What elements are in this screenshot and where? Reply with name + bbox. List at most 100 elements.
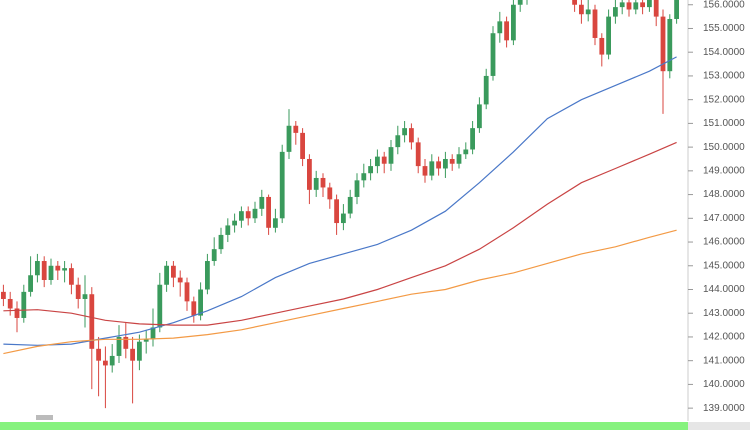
y-tick-label: 154.0000	[703, 47, 745, 58]
candle-body	[1, 291, 6, 299]
candle-body	[443, 158, 448, 169]
navigator-rest	[688, 422, 750, 430]
candle-body	[279, 151, 285, 219]
y-tick-label: 139.0000	[703, 403, 745, 414]
candle-body	[613, 7, 618, 17]
candle-body	[511, 4, 516, 41]
navigator-bar[interactable]	[0, 422, 688, 430]
candle-body	[75, 284, 81, 299]
candle-body	[470, 128, 475, 150]
candle-body	[252, 208, 258, 219]
candle-body	[232, 220, 237, 226]
y-tick-label: 147.0000	[703, 213, 745, 224]
candle-body	[62, 268, 67, 271]
candle-body	[633, 2, 639, 10]
candle-body	[490, 33, 496, 76]
candle-body	[449, 158, 455, 164]
candle-body	[82, 294, 88, 299]
candle-body	[191, 301, 197, 316]
moving-average-line	[3, 229, 677, 355]
candle-body	[653, 0, 659, 17]
candle-body	[313, 177, 319, 190]
y-tick-label: 151.0000	[703, 118, 745, 129]
candle-body	[660, 16, 666, 72]
candle-body	[164, 265, 169, 285]
candle-body	[225, 225, 231, 235]
candle-body	[137, 341, 142, 361]
candle-body	[96, 348, 101, 361]
candle-body	[41, 261, 47, 280]
candle-body	[647, 0, 652, 8]
y-tick-label: 145.0000	[703, 260, 745, 271]
candle-body	[266, 196, 271, 228]
candle-body	[504, 21, 509, 41]
candle-body	[157, 284, 163, 328]
candle-body	[293, 125, 299, 133]
candle-body	[368, 166, 373, 174]
candle-body	[130, 348, 135, 361]
candle-body	[409, 128, 414, 143]
y-tick-label: 152.0000	[703, 94, 745, 105]
candle-body	[361, 173, 367, 181]
candle-body	[415, 142, 421, 167]
candle-body	[674, 0, 679, 19]
candle-body	[334, 199, 339, 224]
candle-body	[572, 0, 577, 5]
candle-body	[286, 125, 292, 152]
y-tick-label: 141.0000	[703, 355, 745, 366]
candle-body	[483, 75, 489, 105]
candle-body	[402, 128, 407, 136]
candle-body	[184, 282, 190, 302]
candle-body	[69, 268, 74, 285]
candle-body	[619, 2, 625, 8]
candle-body	[177, 277, 183, 283]
candle-body	[109, 355, 115, 366]
candle-body	[245, 211, 251, 219]
y-tick-label: 142.0000	[703, 332, 745, 343]
y-tick-label: 149.0000	[703, 165, 745, 176]
candle-body	[103, 360, 108, 366]
candle-body	[35, 261, 40, 276]
candle-body	[375, 156, 380, 167]
candle-body	[592, 9, 598, 38]
candle-body	[273, 218, 278, 228]
candle-body	[150, 327, 156, 340]
candle-body	[143, 339, 149, 342]
candle-body	[517, 0, 523, 5]
candle-body	[307, 158, 312, 190]
candle-body	[347, 196, 353, 214]
candle-body	[388, 147, 394, 164]
candle-body	[7, 298, 13, 309]
y-tick-label: 144.0000	[703, 284, 745, 295]
candle-body	[14, 308, 20, 318]
candle-body	[259, 196, 265, 209]
scroll-thumb[interactable]	[36, 415, 53, 420]
candle-body	[116, 336, 122, 356]
candle-body	[585, 9, 591, 15]
candle-body	[456, 154, 462, 164]
candle-body	[205, 261, 210, 290]
candle-body	[477, 104, 482, 129]
y-tick-label: 143.0000	[703, 308, 745, 319]
candle-body	[341, 213, 346, 224]
candle-body	[218, 234, 224, 250]
candle-body	[579, 4, 584, 15]
y-tick-label: 148.0000	[703, 189, 745, 200]
y-tick-label: 153.0000	[703, 71, 745, 82]
candle-body	[606, 16, 611, 55]
candle-body	[599, 37, 605, 55]
y-tick-label: 150.0000	[703, 142, 745, 153]
y-tick-label: 146.0000	[703, 237, 745, 248]
candle-body	[89, 294, 95, 349]
candle-body	[211, 249, 217, 262]
candle-body	[395, 135, 401, 148]
y-tick-label: 156.0000	[703, 0, 745, 10]
candle-body	[354, 180, 360, 197]
candle-body	[198, 289, 203, 316]
candle-body	[48, 265, 54, 280]
candle-body	[21, 291, 27, 318]
candle-body	[381, 156, 387, 164]
